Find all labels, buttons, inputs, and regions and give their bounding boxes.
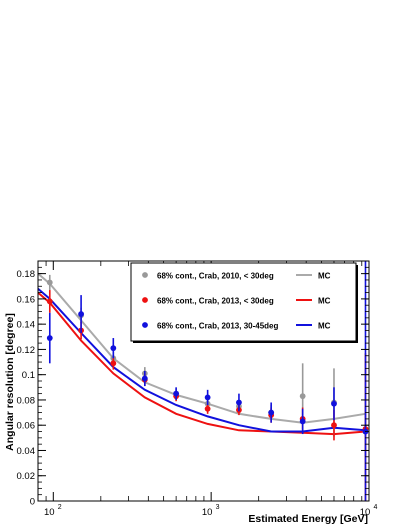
legend-marker	[142, 297, 148, 303]
mc-curve-line	[37, 288, 366, 433]
legend-entry-label: 68% cont., Crab, 2013, < 30deg	[157, 297, 274, 306]
y-tick-label: 0.04	[17, 446, 36, 457]
data-point	[268, 409, 275, 416]
legend-entry-label: 68% cont., Crab, 2010, < 30deg	[157, 272, 274, 281]
data-point	[204, 394, 211, 401]
y-tick-label: 0.14	[17, 320, 36, 331]
data-point	[46, 279, 53, 286]
data-point	[78, 311, 84, 317]
data-point	[110, 345, 117, 352]
x-tick-label-base: 10	[360, 507, 371, 518]
legend-entry-label: MC	[318, 297, 331, 306]
y-tick-label: 0.12	[17, 345, 36, 356]
data-point	[204, 405, 211, 412]
legend-marker	[142, 272, 148, 278]
mc-curve-line	[37, 291, 366, 436]
y-tick-label: 0.16	[17, 294, 36, 305]
x-axis-label: Estimated Energy [GeV]	[248, 513, 368, 525]
legend-entry-label: MC	[318, 272, 331, 281]
data-point	[331, 422, 337, 429]
y-tick-label: 0	[30, 497, 35, 508]
y-tick-label: 0.08	[17, 395, 36, 406]
legend-box	[130, 262, 357, 342]
data-point	[173, 390, 180, 397]
y-tick-label: 0.06	[17, 421, 36, 432]
legend-entry-label: MC	[318, 322, 331, 331]
y-tick-label: 0.1	[22, 370, 35, 381]
y-tick-label: 0.18	[17, 269, 36, 280]
data-point	[46, 335, 53, 341]
x-tick-label-base: 10	[44, 507, 55, 518]
mc-curve-line	[37, 272, 366, 424]
data-point	[141, 375, 148, 382]
data-point	[46, 298, 53, 305]
legend: 68% cont., Crab, 2010, < 30deg 68% cont.,…	[130, 262, 358, 343]
data-point	[299, 393, 306, 400]
y-axis-label: Angular resolution [degree]	[4, 313, 16, 451]
mc-lines	[37, 272, 366, 436]
x-tick-label-base: 10	[202, 507, 213, 518]
x-tick-label-exponent: 3	[216, 504, 220, 511]
data-point	[110, 360, 117, 367]
data-point	[331, 400, 337, 407]
data-point	[236, 399, 242, 406]
data-point	[299, 418, 306, 425]
x-tick-label-exponent: 4	[374, 504, 378, 511]
y-tick-label: 0.02	[17, 471, 36, 482]
legend-marker	[142, 322, 148, 328]
x-tick-label-exponent: 2	[58, 504, 62, 511]
legend-entry-label: 68% cont., Crab, 2013, 30-45deg	[157, 322, 279, 331]
